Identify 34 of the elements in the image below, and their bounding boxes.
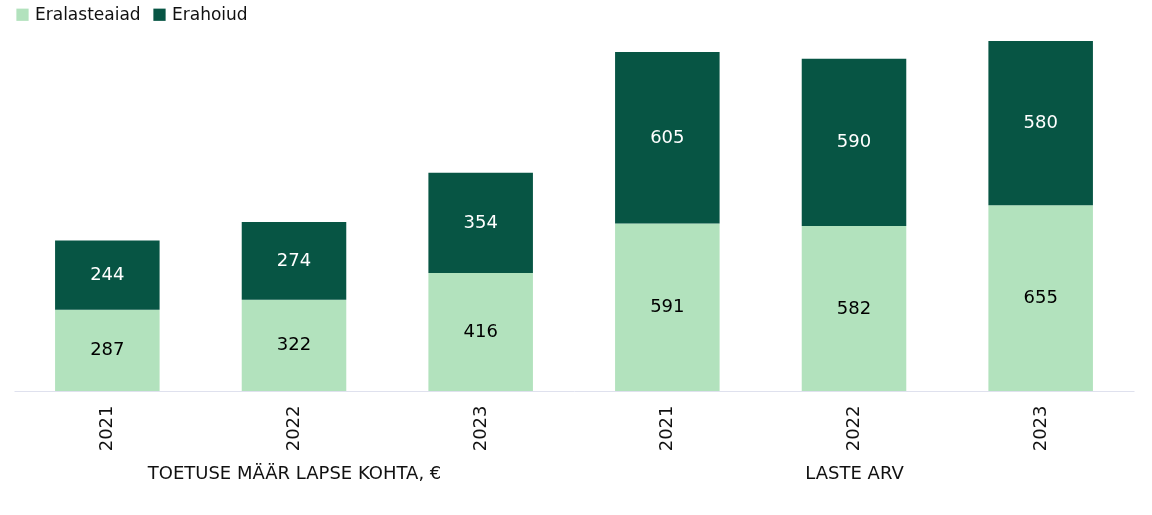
data-label: 322 [276,333,312,355]
bar [55,309,160,391]
bar [615,52,720,224]
x-tick-label: 2023 [1028,405,1050,452]
x-tick-label: 2023 [468,405,490,452]
bar [428,172,533,274]
bar [988,205,1093,391]
data-label: 605 [650,125,685,147]
bar [428,273,533,391]
bar [615,223,720,391]
x-tick-label: 2022 [842,405,863,452]
bar [988,41,1093,206]
x-tick-label: 2022 [282,405,303,452]
legend-label: Erahoiud [172,3,248,24]
data-label: 287 [90,338,125,360]
bar [801,226,907,391]
legend-label: Eralasteaiad [35,3,141,24]
data-label: 582 [836,296,872,318]
x-axis-title: TOETUSE MÄÄR LAPSE KOHTA, € [146,462,442,484]
bar [241,299,347,391]
data-label: 591 [650,295,685,317]
bar [801,58,907,227]
data-label: 416 [463,320,498,342]
x-tick-label: 2021 [95,405,117,452]
x-tick-label: 2021 [655,405,677,452]
bar [55,240,160,310]
bar [241,222,347,300]
data-label: 274 [276,248,312,270]
data-label: 590 [836,130,872,152]
data-label: 580 [1023,111,1058,133]
data-label: 244 [90,263,125,285]
data-label: 655 [1023,286,1058,308]
data-label: 354 [463,210,498,232]
x-axis-title: LASTE ARV [805,462,905,484]
